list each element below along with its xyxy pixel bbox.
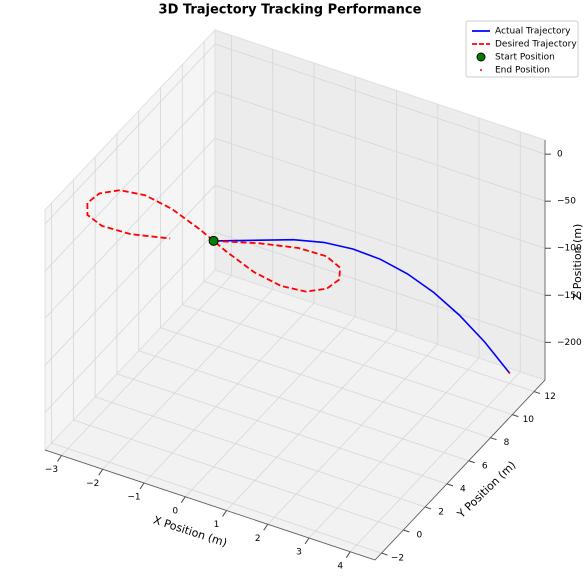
y-tick-label: 12 bbox=[544, 392, 555, 402]
grid-line bbox=[44, 232, 216, 413]
grid-line bbox=[203, 281, 535, 392]
grid-line bbox=[214, 184, 546, 296]
z-tick-label: −200 bbox=[557, 338, 582, 348]
z-tick-label: 0 bbox=[557, 150, 563, 160]
legend-label: Desired Trajectory bbox=[495, 40, 577, 50]
y-tick-label: −2 bbox=[391, 554, 404, 564]
x-tick bbox=[222, 510, 227, 517]
x-tick-label: 3 bbox=[296, 548, 302, 558]
y-tick bbox=[533, 391, 541, 395]
grid-line bbox=[73, 419, 404, 531]
y-tick-label: 2 bbox=[438, 507, 444, 517]
grid-line bbox=[95, 396, 426, 508]
marker bbox=[208, 235, 219, 246]
y-tick bbox=[424, 506, 432, 510]
z-tick-label: −150 bbox=[557, 291, 582, 301]
x-tick-label: −3 bbox=[45, 465, 58, 475]
y-tick-label: 0 bbox=[416, 531, 422, 541]
x-tick bbox=[180, 496, 186, 504]
grid-line bbox=[44, 90, 216, 272]
y-tick-label: 4 bbox=[460, 484, 466, 494]
y-tick-label: 6 bbox=[482, 461, 488, 471]
grid-line bbox=[44, 137, 216, 319]
axis-line bbox=[374, 379, 546, 561]
z-tick-label: −50 bbox=[557, 197, 576, 207]
grid-line bbox=[138, 350, 469, 462]
grid-line bbox=[214, 137, 546, 249]
y-tick bbox=[512, 414, 519, 418]
x-tick bbox=[263, 523, 269, 531]
marker bbox=[508, 371, 511, 374]
legend: Actual Trajectory Desired Trajectory Start… bbox=[465, 20, 579, 78]
y-tick bbox=[403, 529, 410, 533]
x-axis-label: X Position (m) bbox=[152, 513, 229, 549]
x-tick-label: 4 bbox=[337, 561, 343, 571]
z-axis-label: Z Position (m) bbox=[571, 224, 584, 301]
x-tick-label: −1 bbox=[127, 493, 140, 503]
y-tick bbox=[490, 437, 497, 441]
legend-label: Actual Trajectory bbox=[495, 27, 571, 37]
x-tick bbox=[57, 455, 62, 462]
x-tick-label: −2 bbox=[86, 479, 99, 489]
grid-line bbox=[182, 304, 513, 415]
grid-line bbox=[116, 373, 448, 485]
grid-line bbox=[214, 90, 546, 202]
trajectory-line bbox=[86, 189, 342, 293]
x-tick-label: 2 bbox=[255, 534, 261, 544]
y-tick-label: 8 bbox=[504, 438, 510, 448]
y-tick bbox=[381, 552, 388, 556]
legend-swatch bbox=[476, 52, 486, 62]
x-tick bbox=[304, 537, 310, 545]
grid-line bbox=[160, 327, 491, 439]
legend-box bbox=[465, 20, 579, 78]
x-tick bbox=[139, 482, 145, 490]
y-tick bbox=[468, 460, 475, 464]
legend-swatch bbox=[480, 69, 482, 71]
grid-line bbox=[214, 231, 546, 343]
z-tick-label: −100 bbox=[557, 244, 582, 254]
x-tick-label: 1 bbox=[214, 520, 220, 530]
grid-line bbox=[44, 185, 216, 366]
grid-line bbox=[51, 442, 382, 554]
x-tick-label: 0 bbox=[172, 506, 178, 516]
axis-line bbox=[44, 449, 376, 561]
chart-title: 3D Trajectory Tracking Performance bbox=[159, 3, 422, 18]
trajectory-line bbox=[213, 238, 511, 374]
grid-line bbox=[214, 43, 546, 155]
legend-label: Start Position bbox=[495, 53, 555, 63]
grid-line bbox=[44, 43, 216, 225]
y-tick bbox=[446, 483, 454, 487]
x-tick bbox=[345, 551, 351, 559]
y-tick-label: 10 bbox=[523, 415, 535, 425]
x-tick bbox=[98, 468, 104, 476]
legend-label: End Position bbox=[495, 66, 550, 76]
